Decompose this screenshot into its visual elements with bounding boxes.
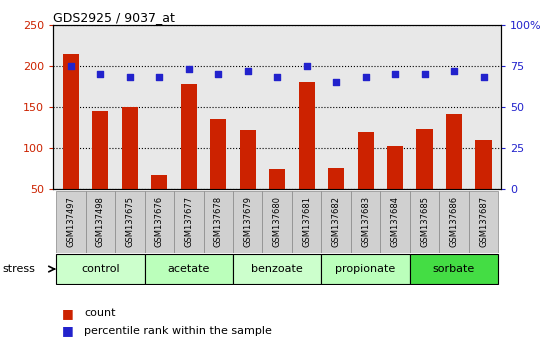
Point xyxy=(361,75,370,80)
Bar xyxy=(446,114,462,230)
Text: count: count xyxy=(84,308,115,318)
Point xyxy=(125,75,134,80)
Bar xyxy=(240,130,256,230)
Bar xyxy=(387,146,403,230)
Text: ■: ■ xyxy=(62,307,73,320)
Text: GSM137680: GSM137680 xyxy=(273,196,282,247)
Text: benzoate: benzoate xyxy=(251,264,303,274)
FancyBboxPatch shape xyxy=(469,191,498,253)
Text: GSM137687: GSM137687 xyxy=(479,196,488,247)
Text: GSM137675: GSM137675 xyxy=(125,196,134,247)
Point xyxy=(214,72,223,77)
FancyBboxPatch shape xyxy=(410,254,498,284)
FancyBboxPatch shape xyxy=(174,191,203,253)
FancyBboxPatch shape xyxy=(115,191,144,253)
Text: GSM137684: GSM137684 xyxy=(390,196,400,247)
FancyBboxPatch shape xyxy=(439,191,469,253)
Text: GSM137497: GSM137497 xyxy=(67,196,76,247)
Bar xyxy=(151,175,167,230)
Text: GSM137677: GSM137677 xyxy=(184,196,193,247)
Point xyxy=(155,75,164,80)
Point xyxy=(67,63,76,69)
Text: percentile rank within the sample: percentile rank within the sample xyxy=(84,326,272,336)
FancyBboxPatch shape xyxy=(263,191,292,253)
Point xyxy=(302,63,311,69)
FancyBboxPatch shape xyxy=(144,191,174,253)
Bar xyxy=(210,119,226,230)
Bar xyxy=(328,168,344,230)
Text: GDS2925 / 9037_at: GDS2925 / 9037_at xyxy=(53,11,175,24)
Text: stress: stress xyxy=(3,264,36,274)
FancyBboxPatch shape xyxy=(351,191,380,253)
Text: GSM137681: GSM137681 xyxy=(302,196,311,247)
Point xyxy=(391,72,400,77)
FancyBboxPatch shape xyxy=(321,254,410,284)
Point xyxy=(273,75,282,80)
Text: GSM137686: GSM137686 xyxy=(450,196,459,247)
Bar xyxy=(357,132,374,230)
FancyBboxPatch shape xyxy=(203,191,233,253)
Point xyxy=(243,68,252,74)
Bar xyxy=(122,107,138,230)
Text: GSM137676: GSM137676 xyxy=(155,196,164,247)
FancyBboxPatch shape xyxy=(144,254,233,284)
Text: acetate: acetate xyxy=(167,264,210,274)
FancyBboxPatch shape xyxy=(56,254,144,284)
Bar xyxy=(63,53,79,230)
Text: GSM137685: GSM137685 xyxy=(420,196,429,247)
Text: GSM137498: GSM137498 xyxy=(96,196,105,247)
Bar xyxy=(298,82,315,230)
Point xyxy=(184,67,193,72)
FancyBboxPatch shape xyxy=(380,191,410,253)
FancyBboxPatch shape xyxy=(321,191,351,253)
Point xyxy=(420,72,429,77)
Bar xyxy=(269,169,285,230)
FancyBboxPatch shape xyxy=(56,191,86,253)
Point xyxy=(450,68,459,74)
Text: GSM137682: GSM137682 xyxy=(332,196,340,247)
FancyBboxPatch shape xyxy=(233,191,263,253)
Text: GSM137683: GSM137683 xyxy=(361,196,370,247)
Point xyxy=(479,75,488,80)
Bar xyxy=(475,140,492,230)
Bar xyxy=(181,84,197,230)
FancyBboxPatch shape xyxy=(410,191,439,253)
Bar xyxy=(92,111,109,230)
Bar xyxy=(417,129,433,230)
Text: sorbate: sorbate xyxy=(433,264,475,274)
Text: GSM137679: GSM137679 xyxy=(243,196,252,247)
Text: GSM137678: GSM137678 xyxy=(214,196,223,247)
FancyBboxPatch shape xyxy=(292,191,321,253)
FancyBboxPatch shape xyxy=(233,254,321,284)
Point xyxy=(332,80,340,85)
Text: control: control xyxy=(81,264,120,274)
Text: ■: ■ xyxy=(62,325,73,337)
FancyBboxPatch shape xyxy=(86,191,115,253)
Point xyxy=(96,72,105,77)
Text: propionate: propionate xyxy=(335,264,396,274)
